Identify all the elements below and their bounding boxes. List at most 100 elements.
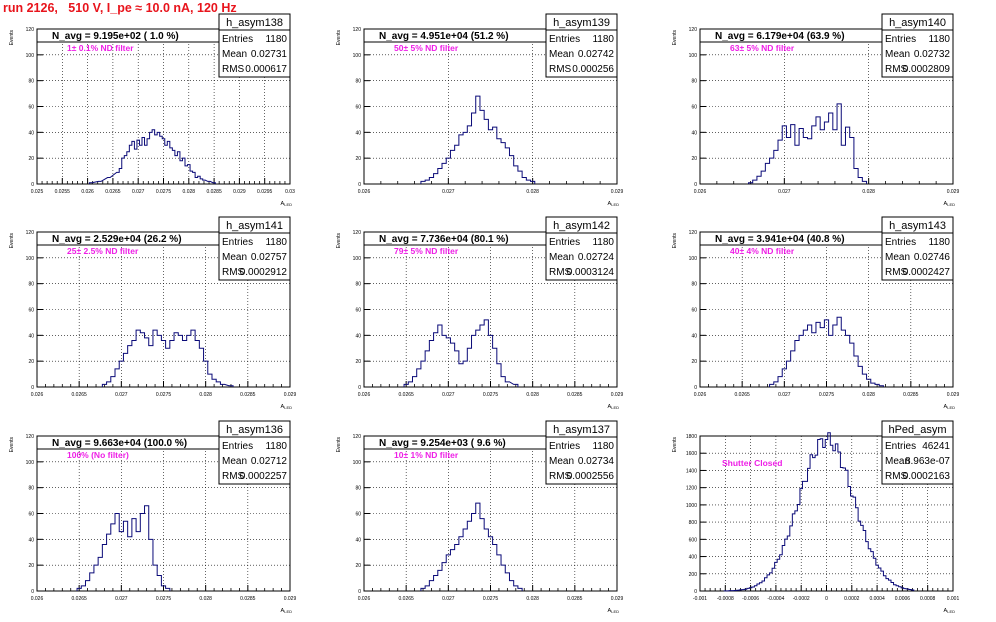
- stats-box: [218, 420, 291, 485]
- run-title: run 2126, 510 V, I_pe ≈ 10.0 nA, 120 Hz: [3, 1, 237, 15]
- histogram-pad-hPed_asym: -0.001 -0.0008 -0.0006 -0.0004 -0.0002 0 0.000…: [672, 420, 959, 614]
- y-tick-label: 100: [353, 53, 362, 59]
- y-tick-label: 0: [358, 182, 361, 188]
- x-axis-label: ALED: [608, 404, 620, 410]
- histogram-name: h_asym136: [226, 424, 283, 436]
- y-tick-label: 40: [355, 130, 361, 136]
- y-tick-label: 60: [355, 105, 361, 111]
- x-tick-label: 0.0295: [257, 189, 273, 195]
- y-tick-label: 100: [26, 460, 35, 466]
- x-tick-label: 0.025: [31, 189, 44, 195]
- x-tick-label: 0.028: [183, 189, 196, 195]
- y-tick-label: 60: [28, 512, 34, 518]
- x-axis-label: ALED: [608, 201, 620, 207]
- y-tick-label: 40: [28, 333, 34, 339]
- x-axis-label: ALED: [944, 404, 956, 410]
- y-tick-label: 80: [691, 79, 697, 85]
- stats-value: 0.0002809: [903, 64, 951, 75]
- histogram-name: h_asym143: [889, 220, 946, 232]
- stats-value: 0.02734: [578, 456, 615, 467]
- x-tick-label: 0.0285: [240, 596, 256, 602]
- y-axis-label: Events: [336, 437, 342, 453]
- stats-label: RMS: [549, 471, 572, 482]
- stats-label: Entries: [222, 441, 253, 452]
- x-tick-label: 0.029: [611, 392, 624, 398]
- stats-label: Mean: [885, 456, 910, 467]
- histogram-line: [403, 319, 519, 387]
- x-tick-label: 0.0285: [206, 189, 222, 195]
- y-tick-label: 40: [691, 333, 697, 339]
- stats-label: Mean: [222, 456, 247, 467]
- stats-value: 0.02712: [251, 456, 288, 467]
- stats-value: 0.000256: [572, 64, 614, 75]
- stats-label: Mean: [885, 49, 910, 60]
- stats-label: Mean: [222, 49, 247, 60]
- y-axis-label: Events: [9, 30, 15, 46]
- x-tick-label: 0.0275: [156, 189, 172, 195]
- n-avg-label: N_avg = 4.951e+04 (51.2 %): [379, 31, 509, 42]
- y-tick-label: 0: [358, 589, 361, 595]
- x-tick-label: 0.027: [778, 189, 791, 195]
- x-tick-label: 0.0265: [72, 392, 88, 398]
- stats-label: RMS: [549, 267, 572, 278]
- x-tick-label: 0.0275: [483, 392, 499, 398]
- n-avg-label: N_avg = 6.179e+04 (63.9 %): [715, 31, 845, 42]
- y-tick-label: 1400: [686, 468, 697, 474]
- stats-box: [218, 13, 291, 78]
- stats-label: Entries: [222, 34, 253, 45]
- x-tick-label: 0.028: [862, 392, 875, 398]
- y-tick-label: 0: [694, 385, 697, 391]
- y-tick-label: 60: [691, 308, 697, 314]
- x-tick-label: 0.027: [115, 596, 128, 602]
- y-tick-label: 40: [691, 130, 697, 136]
- stats-value: 1180: [265, 237, 287, 248]
- x-tick-label: 0.0265: [399, 392, 415, 398]
- x-tick-label: 0.026: [358, 392, 371, 398]
- histogram-line: [76, 505, 171, 591]
- y-tick-label: 0: [31, 385, 34, 391]
- filter-label: 1± 0.1% ND filter: [67, 43, 134, 53]
- x-tick-label: 0.026: [358, 596, 371, 602]
- y-tick-label: 120: [26, 27, 35, 33]
- x-tick-label: 0.0275: [156, 596, 172, 602]
- filter-label: 79± 5% ND filter: [394, 246, 459, 256]
- stats-label: Entries: [885, 441, 916, 452]
- x-tick-label: 0.027: [778, 392, 791, 398]
- x-axis-subscript: LED: [611, 405, 619, 410]
- stats-label: Entries: [549, 237, 580, 248]
- histogram-pad-h_asym138: 0.025 0.0255 0.026 0.0265 0.027 0.0275 0.028 0.…: [9, 13, 295, 207]
- y-axis-label: Events: [9, 233, 15, 249]
- histogram-pad-h_asym140: 0.026 0.027 0.028 0.029 0 20 40 60 80 100 120 Event…: [672, 13, 959, 207]
- histogram-line: [723, 432, 915, 592]
- stats-label: RMS: [885, 471, 908, 482]
- stats-label: Mean: [885, 252, 910, 263]
- y-tick-label: 20: [28, 359, 34, 365]
- x-tick-label: 0.026: [81, 189, 94, 195]
- y-tick-label: 20: [355, 156, 361, 162]
- x-tick-label: 0.026: [31, 596, 44, 602]
- x-tick-label: 0.029: [284, 392, 297, 398]
- x-axis-subscript: LED: [284, 609, 292, 614]
- stats-label: RMS: [549, 64, 572, 75]
- n-avg-box: [699, 231, 883, 246]
- x-tick-label: 0.0265: [105, 189, 121, 195]
- y-tick-label: 120: [353, 230, 362, 236]
- stats-value: 1180: [928, 237, 950, 248]
- x-tick-label: 0.028: [526, 596, 539, 602]
- y-tick-label: 100: [689, 53, 698, 59]
- y-axis-label: Events: [672, 437, 678, 453]
- stats-label: RMS: [885, 64, 908, 75]
- y-tick-label: 0: [358, 385, 361, 391]
- x-tick-label: -0.0002: [793, 596, 810, 602]
- histogram-pad-h_asym136: 0.026 0.0265 0.027 0.0275 0.028 0.0285 0.029 0 2…: [9, 420, 296, 614]
- y-tick-label: 1200: [686, 486, 697, 492]
- x-axis-label: ALED: [281, 201, 293, 207]
- filter-label: 100% (No filter): [67, 450, 129, 460]
- histogram-line: [101, 329, 234, 387]
- stats-value: 0.02757: [251, 252, 288, 263]
- y-tick-label: 600: [689, 537, 698, 543]
- x-tick-label: 0.0285: [903, 392, 919, 398]
- y-tick-label: 1600: [686, 451, 697, 457]
- stats-label: RMS: [222, 64, 245, 75]
- y-tick-label: 100: [353, 256, 362, 262]
